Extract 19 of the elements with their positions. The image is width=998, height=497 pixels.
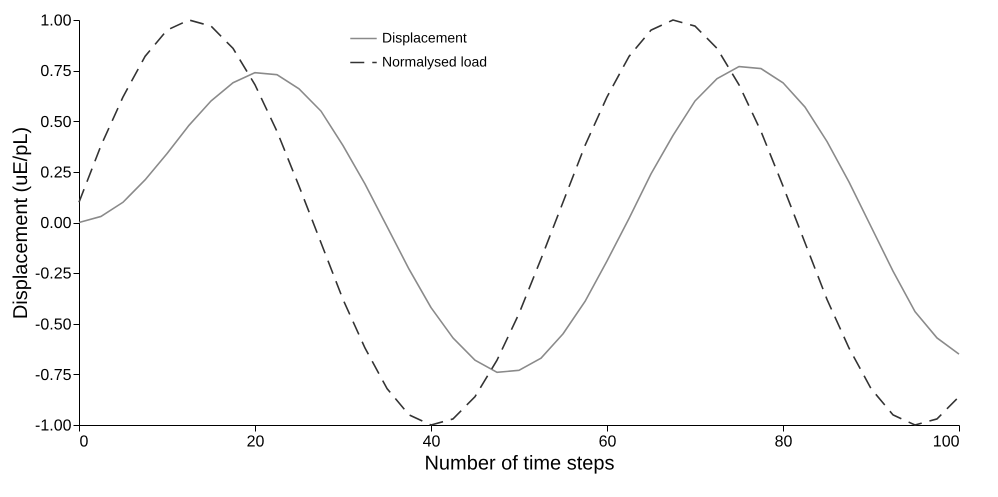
y-tick-label: 0.25 (40, 164, 72, 182)
y-tick-label: 0.50 (40, 114, 72, 131)
x-axis-title: Number of time steps (424, 452, 615, 474)
legend-label: Displacement (382, 30, 467, 46)
y-tick-label: 0.00 (40, 215, 72, 232)
x-tick-label: 0 (80, 434, 88, 450)
x-tick-label: 60 (598, 434, 616, 450)
y-tick-label: -1.00 (35, 418, 72, 434)
y-tick-label: 0.75 (40, 63, 72, 80)
x-tick-label: 100 (932, 434, 960, 450)
x-tick-label: 80 (774, 434, 792, 450)
y-tick-label: 1.00 (40, 12, 72, 30)
x-tick-label: 40 (422, 434, 440, 450)
y-tick-label: -0.75 (35, 366, 72, 384)
y-axis-title: Displacement (uE/pL) (10, 126, 32, 320)
y-tick-label: -0.25 (35, 266, 72, 283)
legend-label: Normalysed load (382, 54, 488, 70)
y-tick-label: -0.50 (35, 316, 72, 334)
x-tick-label: 20 (246, 434, 264, 450)
